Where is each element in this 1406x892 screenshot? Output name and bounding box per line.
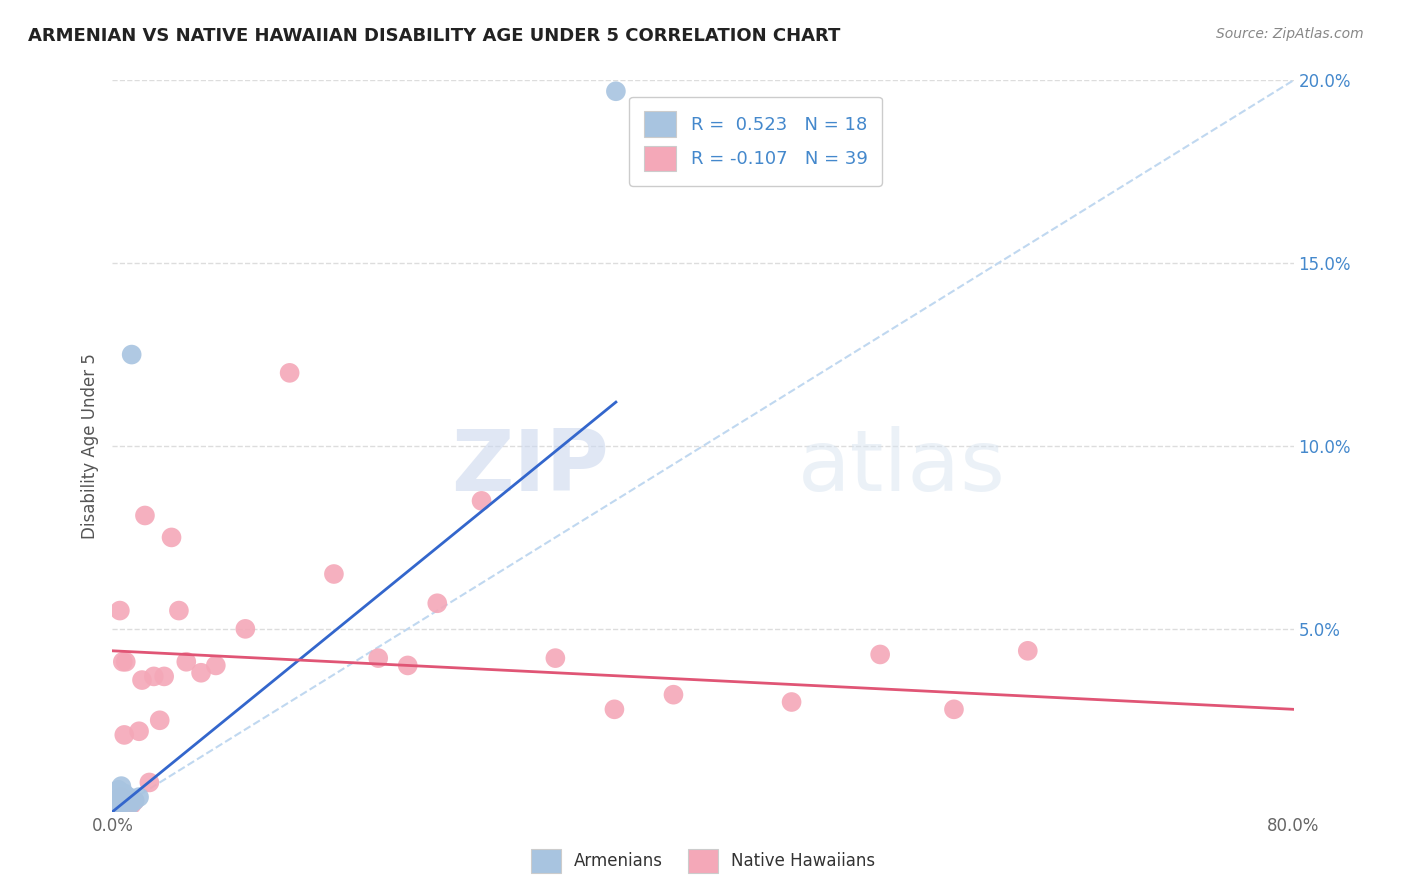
Point xyxy=(107,782,129,797)
Point xyxy=(426,596,449,610)
Point xyxy=(149,714,172,728)
Point xyxy=(278,366,301,380)
Point xyxy=(128,724,150,739)
Text: atlas: atlas xyxy=(797,426,1005,509)
Point xyxy=(108,603,131,617)
Point xyxy=(153,669,176,683)
Point xyxy=(110,779,132,793)
Point xyxy=(470,494,494,508)
Point xyxy=(167,603,190,617)
Point xyxy=(780,695,803,709)
Text: ZIP: ZIP xyxy=(451,426,609,509)
Point xyxy=(105,801,128,815)
Point xyxy=(942,702,965,716)
Point xyxy=(134,508,156,523)
Text: Source: ZipAtlas.com: Source: ZipAtlas.com xyxy=(1216,27,1364,41)
Point xyxy=(142,669,165,683)
Point xyxy=(160,530,183,544)
Point xyxy=(367,651,389,665)
Point xyxy=(323,567,346,582)
Point xyxy=(114,655,136,669)
Point xyxy=(190,665,212,680)
Point xyxy=(174,655,197,669)
Point xyxy=(110,794,132,808)
Point xyxy=(108,790,131,805)
Point xyxy=(120,794,142,808)
Point xyxy=(233,622,256,636)
Point xyxy=(105,794,128,808)
Legend: Armenians, Native Hawaiians: Armenians, Native Hawaiians xyxy=(524,842,882,880)
Point xyxy=(110,790,132,805)
Point xyxy=(205,658,228,673)
Point xyxy=(869,648,891,662)
Legend: R =  0.523   N = 18, R = -0.107   N = 39: R = 0.523 N = 18, R = -0.107 N = 39 xyxy=(630,96,882,186)
Point xyxy=(544,651,567,665)
Point xyxy=(128,790,150,805)
Point xyxy=(603,702,626,716)
Point xyxy=(121,797,143,812)
Point xyxy=(396,658,419,673)
Point xyxy=(1017,644,1039,658)
Point xyxy=(107,797,129,812)
Point xyxy=(112,787,135,801)
Y-axis label: Disability Age Under 5: Disability Age Under 5 xyxy=(80,353,98,539)
Point xyxy=(124,794,146,808)
Point xyxy=(138,775,160,789)
Point xyxy=(112,728,135,742)
Point xyxy=(114,790,136,805)
Point xyxy=(124,794,146,808)
Point xyxy=(105,801,128,815)
Point xyxy=(605,84,627,98)
Point xyxy=(108,790,131,805)
Point xyxy=(111,655,134,669)
Point xyxy=(118,790,141,805)
Point xyxy=(111,794,134,808)
Point xyxy=(662,688,685,702)
Text: ARMENIAN VS NATIVE HAWAIIAN DISABILITY AGE UNDER 5 CORRELATION CHART: ARMENIAN VS NATIVE HAWAIIAN DISABILITY A… xyxy=(28,27,841,45)
Point xyxy=(120,797,142,812)
Point xyxy=(121,347,143,362)
Point xyxy=(110,794,132,808)
Point xyxy=(117,797,138,812)
Point xyxy=(131,673,153,687)
Point xyxy=(107,797,129,812)
Point xyxy=(108,797,131,812)
Point xyxy=(117,794,138,808)
